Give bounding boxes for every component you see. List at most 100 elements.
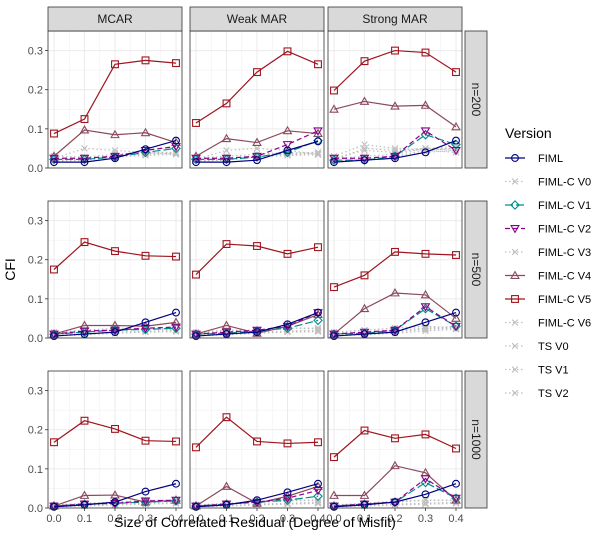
data-point	[359, 303, 370, 313]
data-point	[221, 481, 232, 490]
data-point	[390, 326, 400, 336]
data-point	[110, 152, 120, 162]
row-strip-label: n=1000	[469, 419, 483, 460]
data-point	[452, 68, 460, 77]
data-point	[314, 150, 322, 158]
legend-key-marker	[511, 154, 519, 162]
panels-layer	[47, 30, 463, 512]
data-point	[253, 156, 261, 165]
data-point	[359, 154, 370, 164]
series-line	[53, 327, 177, 335]
data-point	[221, 328, 232, 338]
series-fiml-c-v4	[329, 96, 461, 131]
y-tick-label: 0.3	[28, 216, 43, 228]
data-point	[253, 496, 261, 505]
data-point	[314, 327, 322, 335]
data-point	[111, 328, 119, 337]
data-point	[141, 436, 150, 445]
data-point	[452, 308, 460, 317]
legend-key-marker	[511, 319, 519, 326]
data-point	[140, 146, 151, 156]
y-tick-label: 0.2	[28, 255, 43, 267]
x-tick-label: 0.4	[310, 513, 325, 525]
legend-item-fiml: FIML	[505, 153, 563, 165]
x-tick-label: 0.3	[418, 513, 433, 525]
panel-1-0	[47, 200, 183, 340]
data-point	[222, 240, 231, 249]
y-tick-label: 0.2	[28, 85, 43, 97]
data-point	[223, 147, 230, 154]
data-point	[391, 328, 399, 337]
y-tick-label: 0.3	[28, 386, 43, 398]
data-point	[361, 145, 368, 152]
data-point	[314, 479, 322, 488]
data-point	[359, 328, 370, 338]
series-fiml	[330, 136, 460, 167]
column-strip-label: Weak MAR	[227, 12, 288, 26]
row-strip-label: n=500	[469, 253, 483, 287]
series-line	[195, 319, 319, 335]
y-tick-label: 0.3	[28, 46, 43, 58]
data-point	[330, 283, 338, 292]
data-point	[141, 487, 150, 496]
data-point	[142, 152, 149, 159]
data-point	[283, 439, 292, 448]
data-point	[421, 148, 430, 157]
data-point	[422, 500, 429, 508]
series-line	[334, 134, 457, 161]
series-fiml-c-v5	[192, 413, 322, 452]
data-point	[253, 68, 261, 77]
legend-label: FIML-C V3	[538, 247, 591, 259]
x-tick-label: 0.1	[219, 513, 234, 525]
data-point	[452, 444, 460, 453]
column-strip-0: MCAR	[47, 6, 183, 32]
data-point	[420, 100, 431, 109]
legend-item-ts-v2: TS V2	[505, 388, 569, 400]
series-line	[53, 326, 177, 335]
series-line	[54, 147, 177, 160]
data-point	[171, 317, 181, 326]
data-point	[330, 158, 338, 167]
data-point	[284, 500, 291, 507]
data-point	[221, 320, 232, 329]
legend-title: Version	[505, 125, 552, 141]
legend-key-marker	[510, 200, 520, 210]
data-point	[314, 151, 322, 158]
series-fiml-c-v5	[192, 240, 322, 279]
data-point	[420, 127, 431, 136]
series-fiml-c-v2	[329, 303, 461, 340]
data-point	[329, 104, 339, 113]
series-line	[195, 416, 319, 448]
series-fiml	[192, 479, 322, 511]
data-point	[451, 313, 461, 322]
series-line	[53, 420, 177, 443]
legend-item-fiml-c-v5: FIML-C V5	[505, 294, 591, 306]
data-point	[421, 249, 430, 258]
y-tick-label: 0.0	[28, 333, 43, 345]
strips-layer: MCAR Weak MAR Strong MAR n=200 n=500 n=1000	[47, 6, 488, 509]
panel-1-1	[189, 200, 325, 340]
data-point	[420, 289, 431, 299]
panel-0-1	[189, 30, 325, 169]
series-fiml-c-v5	[50, 238, 180, 274]
series-line	[195, 50, 319, 124]
strip-background	[464, 370, 488, 509]
data-point	[314, 60, 322, 69]
data-point	[314, 438, 322, 447]
data-point	[422, 327, 429, 335]
series-line	[333, 147, 456, 159]
legend-item-fiml-c-v3: FIML-C V3	[505, 247, 591, 259]
y-tick-label: 0.1	[28, 464, 43, 476]
data-point	[313, 491, 323, 502]
data-point	[283, 249, 292, 258]
data-point	[283, 488, 292, 497]
data-point	[391, 46, 399, 55]
series-line	[195, 483, 319, 508]
series-line	[53, 241, 177, 270]
data-point	[172, 252, 180, 261]
series-fiml	[50, 308, 180, 340]
data-point	[451, 494, 461, 504]
data-point	[420, 477, 431, 488]
data-point	[171, 496, 181, 506]
data-point	[390, 101, 400, 110]
